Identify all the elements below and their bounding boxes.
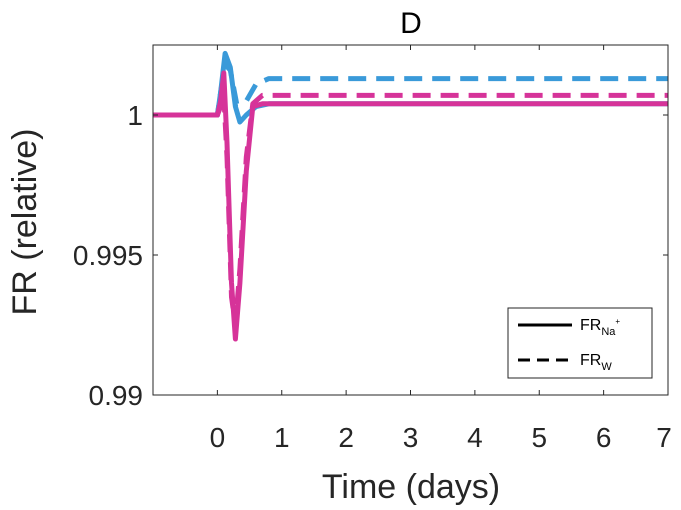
legend-entry-w: FRW <box>580 352 612 373</box>
x-tick-label: 5 <box>531 422 547 453</box>
y-tick-label: 0.995 <box>73 240 143 271</box>
y-axis-label: FR (relative) <box>6 128 44 315</box>
x-tick-label: 7 <box>656 422 672 453</box>
chart-title: D <box>400 7 422 40</box>
x-axis-label: Time (days) <box>322 468 500 506</box>
series-layer <box>153 50 668 342</box>
legend-entry-na: FRNa+ <box>580 317 620 338</box>
x-tick-label: 1 <box>274 422 290 453</box>
x-tick-label: 2 <box>338 422 354 453</box>
x-tick-label: 3 <box>403 422 419 453</box>
series-line-1 <box>153 50 668 125</box>
y-tick-label: 0.99 <box>89 380 144 411</box>
x-tick-label: 4 <box>467 422 483 453</box>
legend: FRNa+ FRW <box>507 307 653 379</box>
x-tick-label: 0 <box>210 422 226 453</box>
legend-box <box>507 307 653 379</box>
y-tick-label: 1 <box>127 100 143 131</box>
tick-layer: 0 1 2 3 4 5 6 7 0.99 0.995 1 <box>73 45 672 453</box>
x-tick-label: 6 <box>596 422 612 453</box>
series-line-3 <box>153 70 668 342</box>
